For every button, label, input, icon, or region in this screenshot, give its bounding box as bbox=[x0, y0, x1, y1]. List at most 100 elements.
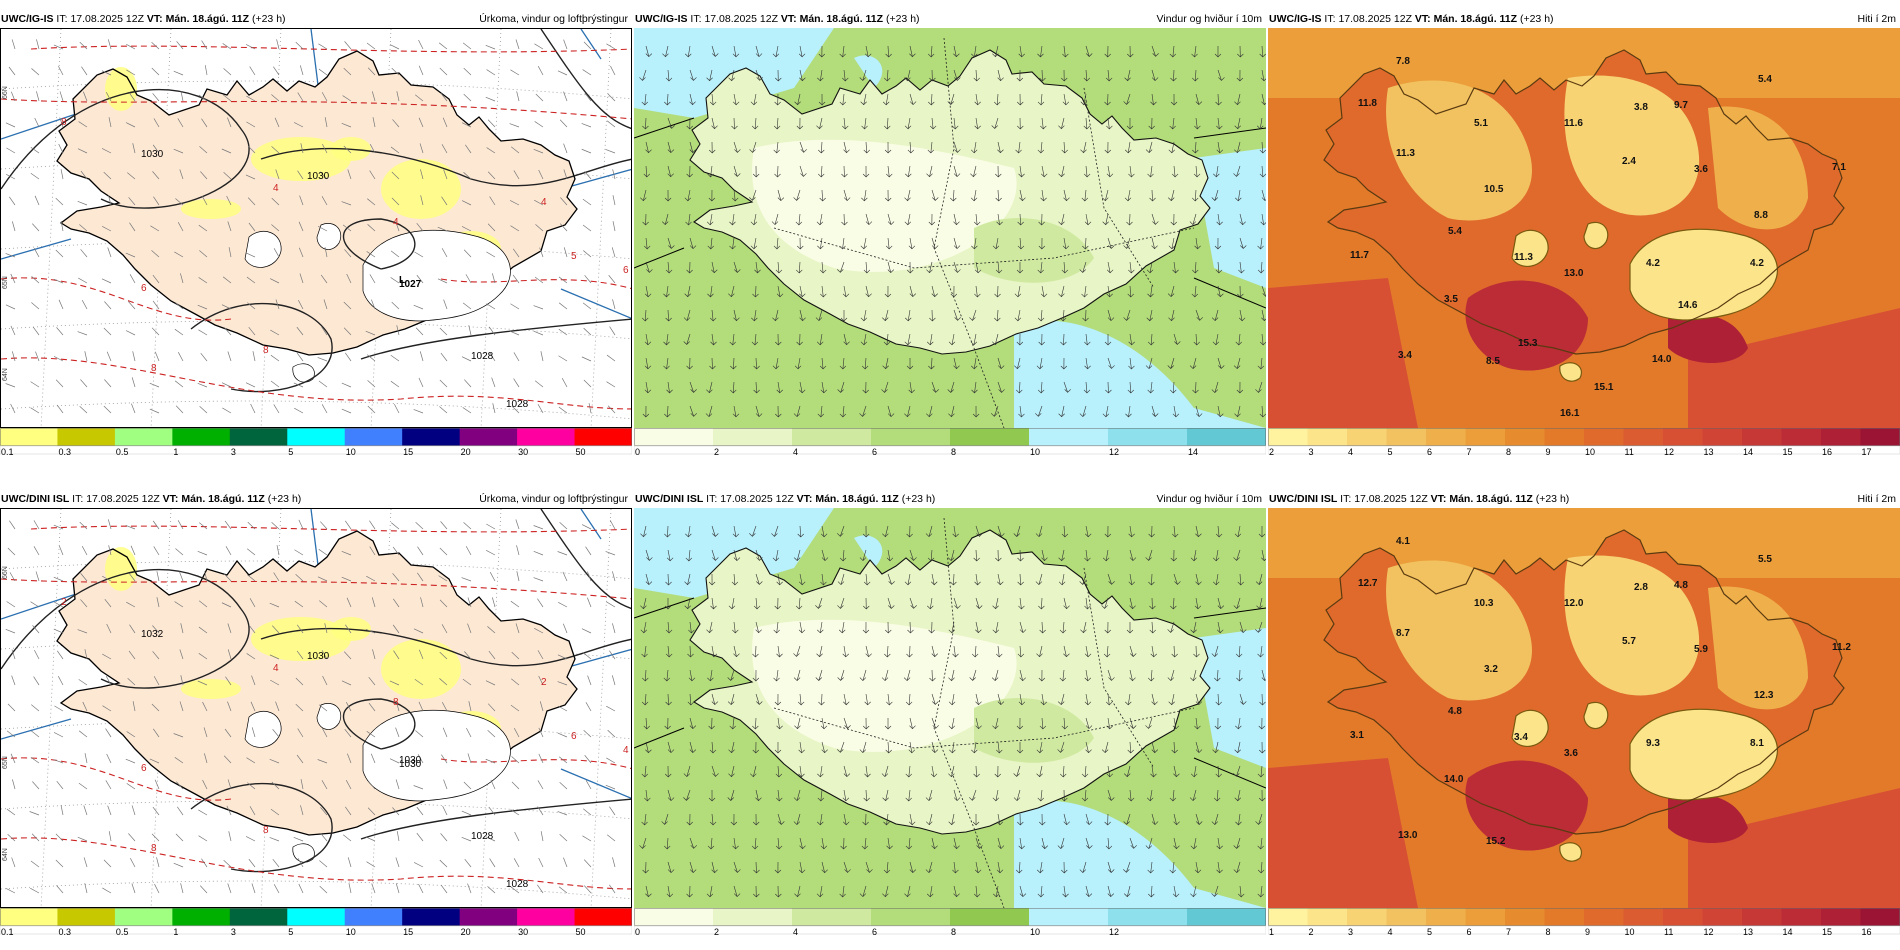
header-vt: Mán. 18.ágú. 11Z bbox=[165, 13, 250, 25]
latitude-label: 65N bbox=[2, 756, 9, 769]
map-label: 8 bbox=[393, 697, 399, 708]
colorbar-swatch bbox=[1029, 428, 1109, 446]
temperature-label: 14.6 bbox=[1678, 300, 1698, 311]
temperature-label: 15.3 bbox=[1518, 338, 1538, 349]
map-label: 1030 bbox=[141, 149, 164, 160]
colorbar-tick-label: 17 bbox=[1862, 447, 1872, 457]
map-label: 6 bbox=[571, 731, 577, 742]
colorbar-tick-label: 11 bbox=[1664, 927, 1673, 937]
temperature-label: 15.1 bbox=[1594, 382, 1614, 393]
colorbar-swatch bbox=[344, 908, 403, 926]
colorbar-swatch bbox=[1029, 908, 1109, 926]
panel-field-title: Úrkoma, vindur og loftþrýstingur bbox=[479, 493, 628, 505]
colorbar-tick-label: 5 bbox=[288, 447, 293, 457]
temperature-label: 14.0 bbox=[1652, 354, 1672, 365]
colorbar-swatch bbox=[1584, 908, 1624, 926]
weather-map bbox=[634, 508, 1266, 908]
colorbar-tick-label: 8 bbox=[951, 927, 956, 937]
colorbar-swatch bbox=[1781, 428, 1822, 446]
map-label: 1028 bbox=[506, 399, 529, 410]
colorbar-tick-label: 1 bbox=[173, 447, 178, 457]
colorbar-tick-label: 11 bbox=[1625, 447, 1634, 457]
forecast-panel-precip: UWC/IG-IS IT: 17.08.2025 12Z VT: Mán. 18… bbox=[0, 10, 632, 462]
colorbar-tick-label: 8 bbox=[951, 447, 956, 457]
temperature-label: 3.8 bbox=[1634, 102, 1648, 113]
map-label: 1027 bbox=[399, 279, 422, 290]
colorbar-tick-label: 30 bbox=[518, 447, 528, 457]
latitude-label: 64N bbox=[2, 848, 9, 861]
temperature-label: 5.7 bbox=[1622, 636, 1636, 647]
colorbar-tick-label: 6 bbox=[1467, 927, 1472, 937]
colorbar-swatch bbox=[517, 428, 576, 446]
colorbar-swatch bbox=[950, 428, 1030, 446]
colorbar-swatch bbox=[402, 908, 461, 926]
map-label: 6 bbox=[141, 283, 147, 294]
panel-header: UWC/IG-IS IT: 17.08.2025 12Z VT: Mán. 18… bbox=[634, 10, 1266, 28]
colorbar-tick-label: 4 bbox=[793, 447, 798, 457]
colorbar-tick-label: 20 bbox=[461, 927, 471, 937]
colorbar-tick-label: 0.5 bbox=[116, 447, 129, 457]
header-vt: Mán. 18.ágú. 11Z bbox=[815, 493, 899, 505]
colorbar-tick-label: 3 bbox=[231, 927, 236, 937]
colorbar-tick-label: 10 bbox=[1030, 447, 1040, 457]
header-vt-label: VT: bbox=[1430, 493, 1447, 505]
temperature-label: 10.5 bbox=[1484, 184, 1504, 195]
colorbar-swatch bbox=[459, 908, 518, 926]
temperature-label: 15.2 bbox=[1486, 836, 1506, 847]
header-it-label: IT: bbox=[72, 493, 84, 505]
panel-field-title: Vindur og hviður í 10m bbox=[1156, 493, 1262, 505]
colorbar-swatch bbox=[1347, 428, 1387, 446]
colorbar-swatch bbox=[287, 428, 346, 446]
panel-header: UWC/DINI ISL IT: 17.08.2025 12Z VT: Mán.… bbox=[1268, 490, 1900, 508]
panel-field-title: Hiti í 2m bbox=[1857, 13, 1896, 25]
colorbar-tick-label: 0.1 bbox=[1, 927, 14, 937]
temperature-label: 12.0 bbox=[1564, 598, 1584, 609]
colorbar-swatch bbox=[1465, 908, 1506, 926]
map-label: 1030 bbox=[307, 171, 330, 182]
colorbar-swatch bbox=[1268, 908, 1308, 926]
colorbar-tick-label: 6 bbox=[872, 927, 877, 937]
map-label: 5 bbox=[571, 251, 577, 262]
colorbar-swatch bbox=[1347, 908, 1387, 926]
map-label: 1028 bbox=[506, 879, 529, 890]
colorbar-swatch bbox=[287, 908, 346, 926]
temperature-label: 7.1 bbox=[1832, 162, 1846, 173]
colorbar-legend: 0.1 0.3 0.5 1 3 5 10 15 20 30 50 bbox=[0, 428, 632, 462]
colorbar-swatch bbox=[713, 428, 793, 446]
header-it: 17.08.2025 12Z bbox=[1354, 493, 1428, 505]
temperature-label: 8.8 bbox=[1754, 210, 1768, 221]
colorbar-tick-label: 16 bbox=[1862, 927, 1872, 937]
colorbar-swatch bbox=[1505, 428, 1545, 446]
colorbar-swatch bbox=[1307, 428, 1348, 446]
temperature-label: 4.8 bbox=[1448, 706, 1462, 717]
header-it: 17.08.2025 12Z bbox=[70, 13, 144, 25]
colorbar-swatch bbox=[57, 908, 116, 926]
colorbar-tick-label: 30 bbox=[518, 927, 528, 937]
colorbar-tick-label: 20 bbox=[461, 447, 471, 457]
colorbar-tick-label: 13 bbox=[1743, 927, 1753, 937]
colorbar-swatch bbox=[1584, 428, 1624, 446]
colorbar-swatch bbox=[713, 908, 793, 926]
panel-header: UWC/IG-IS IT: 17.08.2025 12Z VT: Mán. 18… bbox=[0, 10, 632, 28]
panel-header: UWC/DINI ISL IT: 17.08.2025 12Z VT: Mán.… bbox=[634, 490, 1266, 508]
colorbar-tick-label: 15 bbox=[1822, 927, 1832, 937]
map-label: 2 bbox=[61, 597, 67, 608]
header-model: UWC/DINI ISL bbox=[1, 493, 70, 505]
map-label: 6 bbox=[141, 763, 147, 774]
colorbar-swatch bbox=[114, 428, 173, 446]
colorbar-tick-label: 1 bbox=[173, 927, 178, 937]
panel-field-title: Vindur og hviður í 10m bbox=[1156, 13, 1262, 25]
colorbar-tick-label: 0 bbox=[635, 927, 640, 937]
map-label: 6 bbox=[623, 265, 629, 276]
colorbar-tick-label: 7 bbox=[1467, 447, 1472, 457]
temperature-label: 11.3 bbox=[1514, 252, 1533, 263]
colorbar-tick-label: 10 bbox=[1625, 927, 1635, 937]
latitude-label: 66N bbox=[2, 566, 9, 579]
weather-map bbox=[634, 28, 1266, 428]
header-vt-label: VT: bbox=[780, 13, 797, 25]
colorbar-swatch bbox=[1663, 428, 1703, 446]
colorbar-swatch bbox=[114, 908, 173, 926]
colorbar-tick-label: 4 bbox=[1388, 927, 1393, 937]
panel-run-info: UWC/IG-IS IT: 17.08.2025 12Z VT: Mán. 18… bbox=[635, 10, 920, 28]
colorbar-swatch bbox=[634, 908, 714, 926]
